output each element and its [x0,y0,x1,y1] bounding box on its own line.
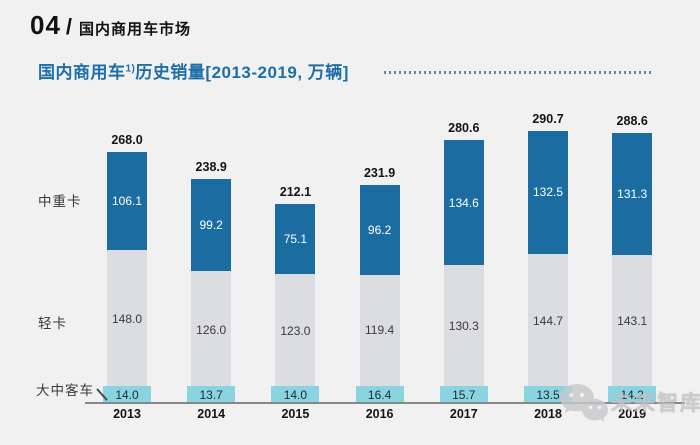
x-axis-tick-label: 2019 [618,407,647,421]
bar-segment-bus: 14.0 [271,386,320,404]
bar-segment-light-truck: 126.0 [191,271,232,389]
bar-segment-bus: 16.4 [355,386,404,404]
x-axis-tick-label: 2016 [365,407,394,421]
chart-title: 国内商用车1)历史销量[2013-2019, 万辆] [38,58,349,83]
slide-header: 04/ 国内商用车市场 [30,10,191,41]
watermark-text: 未来智库 [611,392,700,415]
x-axis-tick-label: 2017 [449,407,478,421]
bar-total-label: 290.7 [532,111,564,126]
section-number: 04 [30,10,61,40]
series-label-light-truck: 轻卡 [38,316,67,331]
bar-total-label: 238.9 [195,159,227,174]
x-axis-line [85,402,685,404]
chart-title-superscript: 1) [125,63,136,75]
series-label-heavy-truck: 中重卡 [38,194,82,209]
bar-segment-light-truck: 148.0 [107,250,147,388]
bar-segment-bus: 13.7 [187,386,236,404]
title-dotted-line [384,71,654,74]
bar-segment-heavy-truck: 132.5 [528,130,568,254]
bar-segment-bus: 13.5 [524,386,572,404]
bar-segment-light-truck: 143.1 [612,254,653,388]
bar-segment-bus: 14.2 [608,386,657,404]
x-axis-tick-label: 2018 [534,407,562,421]
bar-total-label: 268.0 [111,132,143,147]
bar-segment-bus: 14.0 [103,386,151,404]
chart-title-rest: 历史销量[2013-2019, 万辆] [135,63,349,82]
bar-segment-light-truck: 130.3 [443,265,484,387]
bar-segment-light-truck: 119.4 [359,274,400,386]
bar-segment-light-truck: 123.0 [275,273,316,388]
bar-segment-heavy-truck: 106.1 [107,151,147,251]
bar-total-label: 288.6 [616,113,648,128]
chart-title-main: 国内商用车 [38,63,126,82]
x-axis-tick-label: 2013 [113,407,141,421]
bar-segment-bus: 15.7 [439,386,488,404]
watermark: 未来智库 [558,381,700,423]
bar-segment-heavy-truck: 96.2 [359,185,400,275]
x-axis-tick-label: 2014 [197,407,226,421]
series-label-bus: 大中客车 [36,383,94,398]
bar-total-label: 231.9 [363,166,396,181]
bar-total-label: 212.1 [279,184,312,199]
bar-segment-heavy-truck: 134.6 [443,140,484,266]
section-divider: / [65,14,73,39]
wechat-logo-icon [560,384,608,422]
x-axis-tick-label: 2015 [281,407,310,421]
bar-total-label: 280.6 [448,121,480,136]
section-title: 国内商用车市场 [79,21,192,38]
bar-segment-heavy-truck: 131.3 [612,132,653,255]
bar-segment-heavy-truck: 99.2 [191,178,232,272]
bar-segment-light-truck: 144.7 [528,253,568,389]
bar-segment-heavy-truck: 75.1 [275,203,316,274]
